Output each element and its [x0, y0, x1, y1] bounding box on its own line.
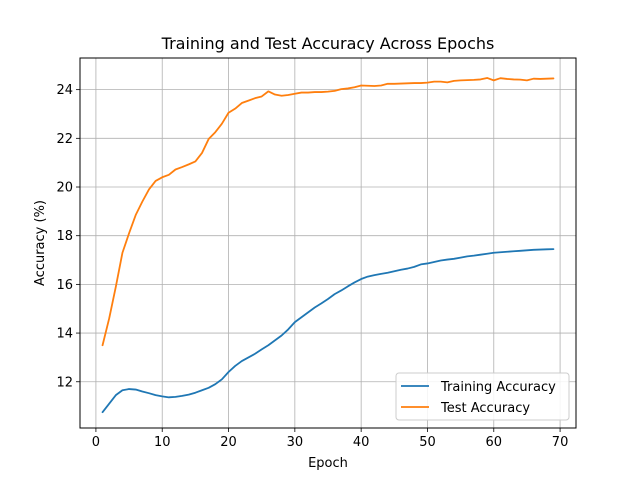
x-tick-label: 20 — [220, 435, 237, 450]
y-tick-label: 22 — [56, 132, 73, 147]
plot-frame — [79, 57, 577, 429]
legend-box — [395, 372, 570, 421]
x-tick-label: 50 — [419, 435, 436, 450]
series-line-training-accuracy — [101, 248, 555, 414]
legend-label-test: Test Accuracy — [440, 401, 530, 416]
series-line-test-accuracy — [101, 77, 555, 347]
y-tick-label: 16 — [56, 278, 73, 293]
chart-title: Training and Test Accuracy Across Epochs — [161, 34, 495, 53]
x-axis-label: Epoch — [308, 456, 348, 471]
grid — [80, 58, 576, 428]
x-tick-label: 30 — [287, 435, 304, 450]
x-tick-label: 0 — [92, 435, 100, 450]
y-tick-label: 20 — [56, 181, 73, 196]
y-tick-label: 12 — [56, 375, 73, 390]
x-tick-label: 60 — [486, 435, 503, 450]
y-tick-label: 24 — [56, 83, 73, 98]
x-tick-label: 40 — [353, 435, 370, 450]
legend-label-training: Training Accuracy — [440, 380, 556, 395]
x-tick-label: 10 — [154, 435, 171, 450]
ticks: 0 10 20 30 40 50 60 70 12 14 16 18 20 22 24 — [56, 83, 568, 450]
series-layer — [101, 77, 555, 414]
x-tick-label: 70 — [552, 435, 569, 450]
y-axis-label: Accuracy (%) — [33, 200, 48, 286]
y-tick-label: 18 — [56, 229, 73, 244]
y-tick-label: 14 — [56, 327, 73, 342]
legend: Training Accuracy Test Accuracy — [395, 372, 570, 421]
